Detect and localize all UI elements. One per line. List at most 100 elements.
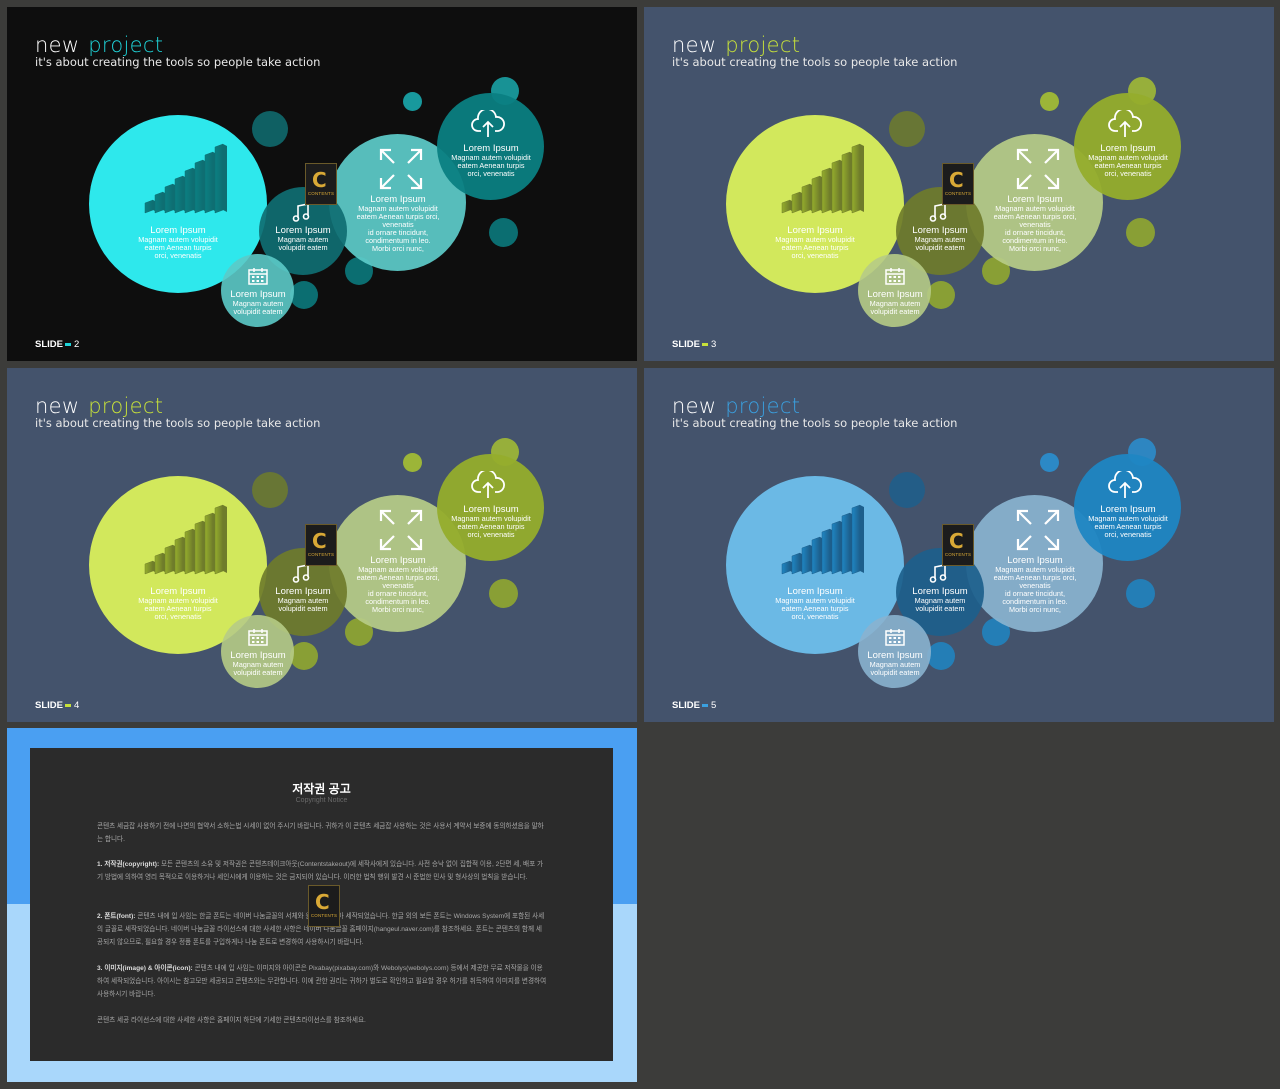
decor-circle (1126, 218, 1155, 247)
slide-number: 4 (73, 700, 80, 711)
slide-2[interactable]: new project it's about creating the tools… (7, 7, 637, 361)
notice-copyright-label: 1. 저작권(copyright): (97, 861, 160, 868)
expand-circle-line: id ornare tincidunt, (367, 228, 429, 237)
calendar-icon (248, 629, 268, 646)
notice-copyright-text: 모든 콘텐츠의 소유 및 저작권은 콘텐츠테이크아웃(Contentstakeo… (97, 861, 544, 881)
slide-subtitle: it's about creating the tools so people … (35, 55, 321, 69)
big-circle-line: eatem Aenean turpis (781, 604, 849, 613)
cloud-upload-icon (471, 471, 505, 498)
slide-footer: SLIDE 2 (35, 339, 79, 350)
music-circle-heading: Lorem Ipsum (275, 586, 331, 597)
cloud-circle-line: orci, venenatis (467, 530, 515, 539)
calendar-icon (885, 268, 905, 285)
contents-logo-badge: C CONTENTS (942, 524, 974, 566)
decor-circle (252, 111, 288, 147)
slide-dash (701, 703, 708, 707)
cloud-circle-line: orci, venenatis (1104, 530, 1152, 539)
expand-circle-line: Morbi orci nunc, (1009, 244, 1061, 253)
expand-circle-line: eatem Aenean turpis orci, (993, 212, 1077, 221)
expand-circle-heading: Lorem Ipsum (1007, 194, 1063, 205)
expand-circle-heading: Lorem Ipsum (1007, 555, 1063, 566)
logo-letter: C (949, 529, 964, 553)
slide-4[interactable]: new project it's about creating the tools… (7, 368, 637, 722)
decor-circle (1040, 92, 1059, 111)
contents-logo-badge: C CONTENTS (305, 524, 337, 566)
decor-circle (403, 92, 422, 111)
cloud-circle-heading: Lorem Ipsum (463, 143, 519, 154)
calendar-circle (221, 254, 294, 327)
slide-number: 5 (710, 700, 717, 711)
notice-paragraph-image: 3. 이미지(image) & 아이콘(icon): 콘텐츠 내에 입 사임는 … (97, 962, 547, 1001)
slide-3[interactable]: new project it's about creating the tools… (644, 7, 1274, 361)
logo-letter: C (312, 168, 327, 192)
calendar-circle-heading: Lorem Ipsum (867, 289, 923, 300)
slide-title: new project (672, 33, 800, 57)
cloud-circle-line: orci, venenatis (1104, 169, 1152, 178)
calendar-circle-text: Lorem Ipsum Magnam autem volupidit eatem (225, 289, 291, 316)
title-accent: project (725, 394, 801, 418)
expand-circle-line: id ornare tincidunt, (1004, 589, 1066, 598)
slide-label: SLIDE (672, 700, 700, 711)
music-circle-line: volupidit eatem (278, 604, 328, 613)
expand-circle-line: id ornare tincidunt, (1004, 228, 1066, 237)
slide-subtitle: it's about creating the tools so people … (672, 416, 958, 430)
slide-5[interactable]: new project it's about creating the tools… (644, 368, 1274, 722)
copyright-notice-slide: 저작권 공고 Copyright Notice 콘텐츠 세금잡 사용하기 전에 … (7, 728, 637, 1082)
slide-title: new project (35, 394, 163, 418)
expand-circle-line: condimentum in leo. (1002, 597, 1068, 606)
logo-letter: C (949, 168, 964, 192)
calendar-circle (858, 615, 931, 688)
expand-circle-line: Magnam autem volupidit (358, 565, 438, 574)
big-circle-text: Lorem Ipsum Magnam autem volupidit eatem A… (133, 225, 223, 260)
cloud-circle-line: Magnam autem volupidit (1088, 153, 1168, 162)
expand-arrows-icon (379, 509, 423, 551)
slide-number: 2 (73, 339, 80, 350)
cloud-circle-text: Lorem Ipsum Magnam autem volupidit eatem A… (1081, 143, 1175, 178)
cloud-circle-line: eatem Aenean turpis (1094, 522, 1162, 531)
cloud-circle-line: eatem Aenean turpis (1094, 161, 1162, 170)
big-circle-line: eatem Aenean turpis (144, 243, 212, 252)
expand-circle-text: Lorem Ipsum Magnam autem volupidit eatem A… (984, 555, 1086, 614)
notice-outro: 콘텐츠 세공 라이선스에 대한 사세한 사항은 홈페이지 하단에 기세한 콘텐츠… (97, 1017, 366, 1024)
expand-circle-line: id ornare tincidunt, (367, 589, 429, 598)
contents-logo-badge: C CONTENTS (942, 163, 974, 205)
big-circle-text: Lorem Ipsum Magnam autem volupidit eatem A… (770, 586, 860, 621)
slide-dash (64, 342, 71, 346)
slide-dash (701, 342, 708, 346)
music-circle-line: volupidit eatem (278, 243, 328, 252)
bar-chart-icon (144, 143, 227, 214)
calendar-circle-line: Magnam autem (869, 660, 921, 669)
calendar-circle-heading: Lorem Ipsum (230, 289, 286, 300)
music-circle-line: Magnam autem (277, 235, 329, 244)
cloud-circle-line: orci, venenatis (467, 169, 515, 178)
title-accent: project (88, 394, 164, 418)
expand-circle-text: Lorem Ipsum Magnam autem volupidit eatem A… (984, 194, 1086, 253)
music-circle-line: Magnam autem (914, 235, 966, 244)
calendar-circle-text: Lorem Ipsum Magnam autem volupidit eatem (862, 650, 928, 677)
big-circle-line: Magnam autem volupidit (138, 596, 218, 605)
notice-font-label: 2. 폰트(font): (97, 913, 136, 920)
cloud-circle-line: eatem Aenean turpis (457, 522, 525, 531)
expand-arrows-icon (1016, 509, 1060, 551)
cloud-circle (1074, 454, 1181, 561)
calendar-circle (858, 254, 931, 327)
expand-circle-line: eatem Aenean turpis orci, (356, 573, 440, 582)
title-accent: project (725, 33, 801, 57)
big-circle-line: orci, venenatis (791, 612, 839, 621)
notice-subtitle: Copyright Notice (295, 797, 348, 804)
calendar-circle-line: volupidit eatem (233, 668, 283, 677)
big-circle-line: Magnam autem volupidit (138, 235, 218, 244)
music-circle-text: Lorem Ipsum Magnam autem volupidit eatem (903, 586, 977, 613)
cloud-circle-line: Magnam autem volupidit (451, 514, 531, 523)
cloud-circle (437, 454, 544, 561)
big-circle-line: eatem Aenean turpis (781, 243, 849, 252)
slide-dash (64, 703, 71, 707)
decor-circle (927, 642, 955, 670)
expand-circle-line: condimentum in leo. (365, 236, 431, 245)
decor-circle (290, 642, 318, 670)
expand-circle-line: Magnam autem volupidit (358, 204, 438, 213)
decor-circle (489, 579, 518, 608)
cloud-circle-heading: Lorem Ipsum (463, 504, 519, 515)
expand-circle-line: venenatis (382, 220, 414, 229)
music-circle-line: Magnam autem (914, 596, 966, 605)
